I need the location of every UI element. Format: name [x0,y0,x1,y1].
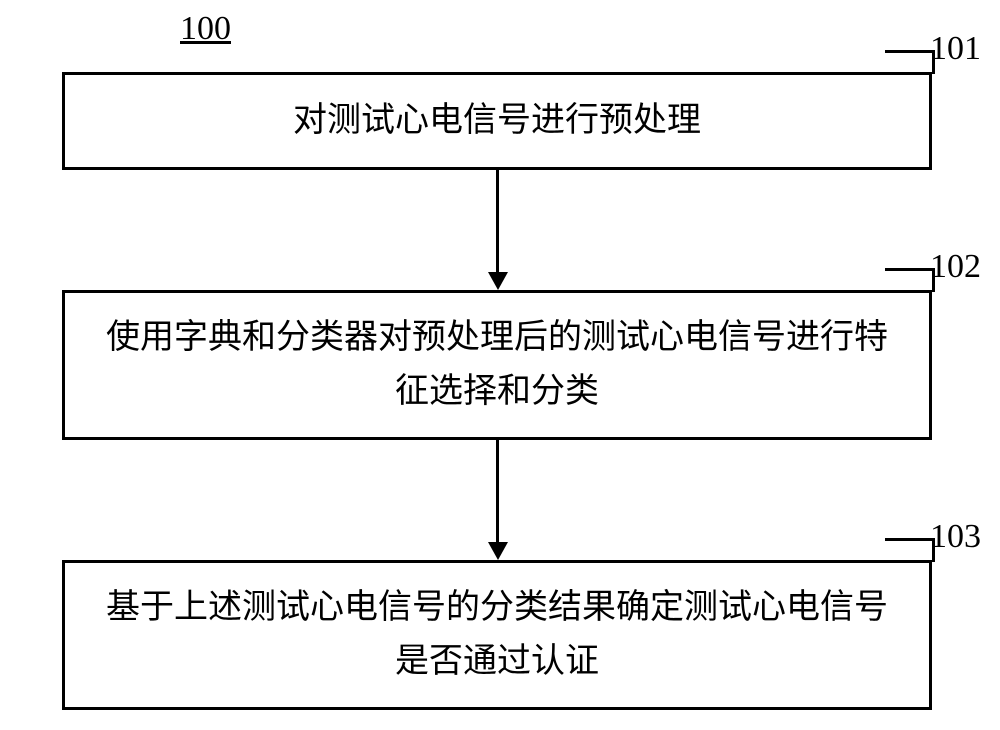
arrow-head-icon [488,272,508,290]
flow-step-n2: 使用字典和分类器对预处理后的测试心电信号进行特征选择和分类 [62,290,932,440]
flow-step-label-n1: 101 [930,30,981,68]
flow-step-n1: 对测试心电信号进行预处理 [62,72,932,170]
diagram-title: 100 [180,10,231,48]
flow-step-text: 对测试心电信号进行预处理 [293,94,701,148]
arrow-head-icon [488,542,508,560]
leader-line [885,268,935,292]
flow-step-label-n3: 103 [930,518,981,556]
leader-line [885,538,935,562]
flow-step-n3: 基于上述测试心电信号的分类结果确定测试心电信号是否通过认证 [62,560,932,710]
flow-step-text: 基于上述测试心电信号的分类结果确定测试心电信号是否通过认证 [105,581,889,690]
flow-step-label-n2: 102 [930,248,981,286]
flow-step-text: 使用字典和分类器对预处理后的测试心电信号进行特征选择和分类 [105,311,889,420]
leader-line [885,50,935,74]
flowchart-canvas: 100 对测试心电信号进行预处理 101 使用字典和分类器对预处理后的测试心电信号进行… [0,0,1000,730]
arrow-line [496,440,499,542]
arrow-line [496,170,499,272]
